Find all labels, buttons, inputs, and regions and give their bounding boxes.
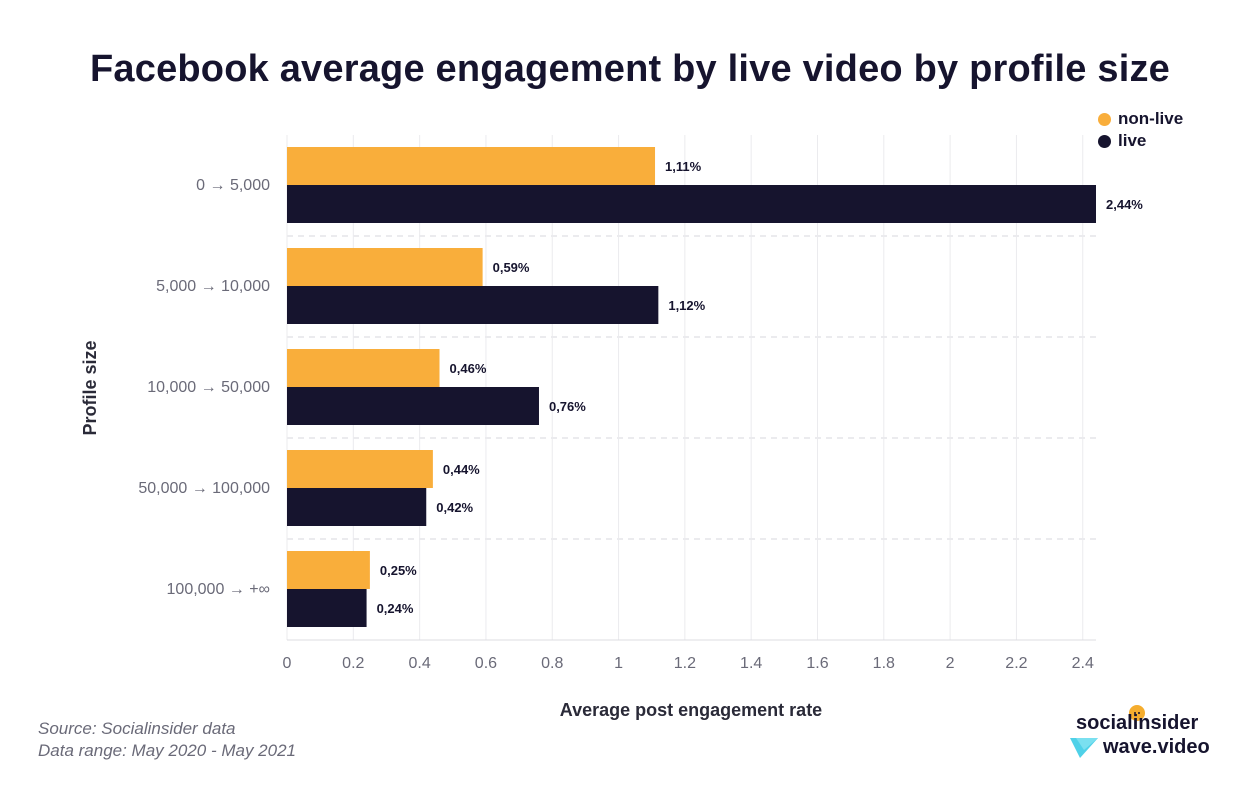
x-tick-label: 0.4 <box>408 655 430 672</box>
bar-live <box>287 589 367 627</box>
x-tick-label: 0.6 <box>475 655 497 672</box>
legend-item-live: live <box>1098 130 1183 152</box>
legend: non-live live <box>1098 108 1183 152</box>
x-tick-label: 1.6 <box>806 655 828 672</box>
bar-live <box>287 488 427 526</box>
data-label-live: 0,76% <box>549 399 586 414</box>
y-tick-label: 10,000 → 50,000 <box>147 379 270 396</box>
wave-video-logo: wave.video <box>1103 736 1210 758</box>
socialinsider-logo-icon <box>1129 705 1145 721</box>
bar-non-live <box>287 349 440 387</box>
data-label-live: 0,42% <box>436 500 473 515</box>
bar-non-live <box>287 248 483 286</box>
bar-non-live <box>287 551 370 589</box>
socialinsider-logo: socialinsider <box>1076 712 1199 734</box>
legend-label-live: live <box>1118 131 1147 150</box>
x-axis-label: Average post engagement rate <box>560 700 822 720</box>
x-tick-label: 1.4 <box>740 655 762 672</box>
wave-video-logo-icon <box>1070 738 1098 758</box>
legend-label-non-live: non-live <box>1118 109 1184 128</box>
data-label-non-live: 0,25% <box>380 563 417 578</box>
chart-title: Facebook average engagement by live vide… <box>89 48 1170 90</box>
legend-item-non-live: non-live <box>1098 108 1183 130</box>
legend-swatch-live <box>1098 134 1111 148</box>
date-range-note: Data range: May 2020 - May 2021 <box>38 741 296 760</box>
data-label-non-live: 0,59% <box>493 260 530 275</box>
bar-non-live <box>287 450 433 488</box>
data-label-non-live: 0,44% <box>443 462 480 477</box>
data-label-live: 1,12% <box>668 298 705 313</box>
x-tick-label: 2.4 <box>1072 655 1094 672</box>
bar-live <box>287 286 659 324</box>
footer: Source: Socialinsider data Data range: M… <box>38 718 296 762</box>
x-tick-label: 2.2 <box>1005 655 1027 672</box>
x-tick-label: 2 <box>946 655 955 672</box>
bars <box>287 147 1096 627</box>
data-label-live: 2,44% <box>1106 197 1143 212</box>
y-tick-label: 100,000 → +∞ <box>167 581 270 598</box>
x-tick-label: 0 <box>283 655 292 672</box>
data-label-non-live: 1,11% <box>665 159 702 174</box>
x-tick-label: 0.8 <box>541 655 563 672</box>
bar-live <box>287 185 1096 223</box>
bar-non-live <box>287 147 656 185</box>
data-label-live: 0,24% <box>377 601 414 616</box>
y-tick-label: 0 → 5,000 <box>196 177 270 194</box>
bar-live <box>287 387 539 425</box>
y-tick-label: 50,000 → 100,000 <box>138 480 270 497</box>
axis-ticks: 0 0.2 0.4 0.6 0.8 1 1.2 1.4 1.6 1.8 2 2.2 2.4 0 → 5,0… <box>138 177 1094 672</box>
source-note: Source: Socialinsider data <box>38 719 236 738</box>
legend-swatch-non-live <box>1098 112 1111 126</box>
data-labels: 1,11% 2,44% 0,59% 1,12% 0,46% 0,76% 0,44% 0,42%… <box>377 159 1144 616</box>
y-tick-label: 5,000 → 10,000 <box>156 278 270 295</box>
x-tick-label: 0.2 <box>342 655 364 672</box>
data-label-non-live: 0,46% <box>450 361 487 376</box>
x-tick-label: 1 <box>614 655 623 672</box>
x-tick-label: 1.2 <box>674 655 696 672</box>
y-axis-label: Profile size <box>80 340 100 435</box>
x-tick-label: 1.8 <box>873 655 895 672</box>
